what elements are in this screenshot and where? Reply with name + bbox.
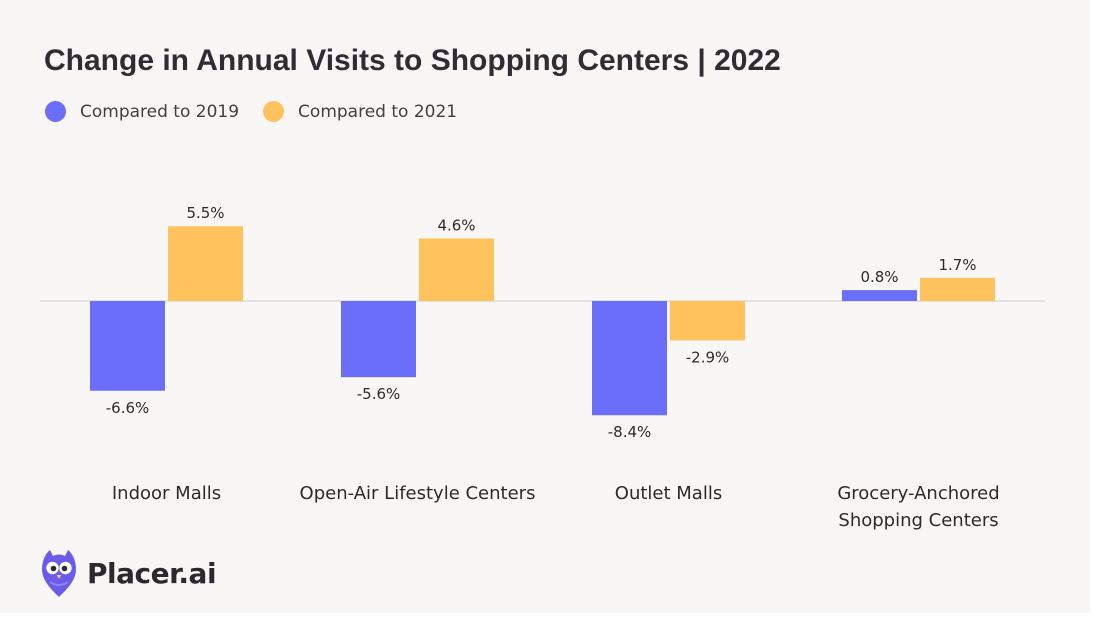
bar-grocery-anchored-shopping-centers-compared-to-2019	[842, 290, 917, 301]
data-label-indoor-malls-compared-to-2019: -6.6%	[106, 399, 150, 417]
brand-name: Placer.ai	[87, 556, 217, 590]
chart-title: Change in Annual Visits to Shopping Cent…	[44, 44, 781, 77]
legend-swatch-compared-2021	[263, 101, 285, 122]
data-label-outlet-malls-compared-to-2021: -2.9%	[686, 348, 730, 366]
bar-indoor-malls-compared-to-2021	[168, 226, 243, 301]
bar-grocery-anchored-shopping-centers-compared-to-2021	[920, 277, 995, 301]
data-label-grocery-anchored-shopping-centers-compared-to-2019: 0.8%	[860, 268, 898, 286]
bar-value-labels: -6.6% 5.5% -5.6% 4.6% -8.4% -2.9% 0.8% 1.7%	[106, 204, 977, 441]
category-label-grocery-anchored-shopping-centers: Grocery-Anchored Shopping Centers	[837, 483, 999, 531]
category-label-open-air-lifestyle-centers: Open-Air Lifestyle Centers	[300, 483, 536, 504]
legend-item-compared-2019: Compared to 2019	[45, 101, 239, 122]
category-labels: Indoor Malls Open-Air Lifestyle Centers Ou…	[112, 483, 1000, 531]
legend: Compared to 2019 Compared to 2021	[45, 101, 481, 122]
data-label-indoor-malls-compared-to-2021: 5.5%	[186, 204, 224, 222]
bar-outlet-malls-compared-to-2021	[670, 301, 745, 341]
brand-logo: Placer.ai	[39, 547, 217, 599]
legend-label-compared-2021: Compared to 2021	[298, 101, 458, 122]
data-label-open-air-lifestyle-centers-compared-to-2021: 4.6%	[437, 216, 475, 234]
category-label-outlet-malls: Outlet Malls	[615, 483, 722, 504]
legend-label-compared-2019: Compared to 2019	[80, 101, 240, 122]
bars	[90, 226, 995, 416]
data-label-outlet-malls-compared-to-2019: -8.4%	[608, 423, 652, 441]
data-label-open-air-lifestyle-centers-compared-to-2019: -5.6%	[357, 385, 401, 403]
bar-open-air-lifestyle-centers-compared-to-2021	[419, 238, 494, 301]
bar-outlet-malls-compared-to-2019	[592, 301, 667, 416]
category-label-indoor-malls: Indoor Malls	[112, 483, 221, 504]
owl-icon	[42, 550, 76, 597]
bar-indoor-malls-compared-to-2019	[90, 301, 165, 391]
data-label-grocery-anchored-shopping-centers-compared-to-2021: 1.7%	[938, 256, 976, 274]
bar-chart: -6.6% 5.5% -5.6% 4.6% -8.4% -2.9% 0.8% 1.7% Ind…	[40, 204, 1045, 531]
legend-swatch-compared-2019	[45, 101, 66, 122]
bar-open-air-lifestyle-centers-compared-to-2019	[341, 301, 416, 378]
legend-item-compared-2021: Compared to 2021	[263, 101, 457, 122]
